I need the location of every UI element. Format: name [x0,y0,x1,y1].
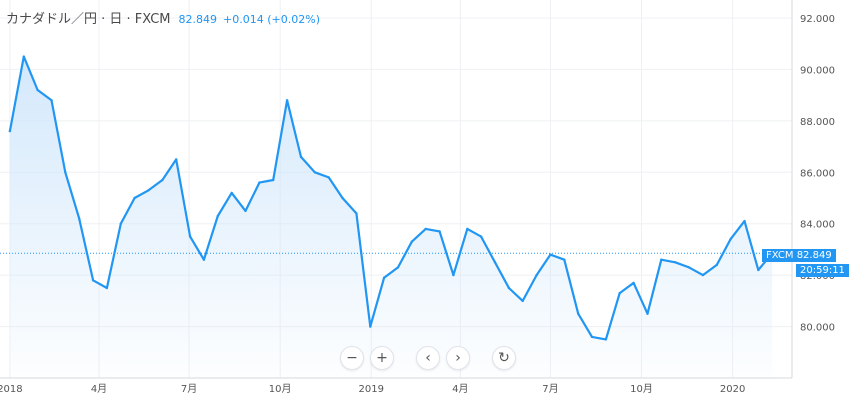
y-tick-label-4: 88.000 [800,117,835,128]
series-point-35 [493,261,497,264]
series-point-52 [729,237,732,241]
series-point-0 [8,129,12,133]
series-point-22 [313,171,316,174]
x-tick-label-2: 7月 [181,383,197,395]
last-value-price: 82.849 [796,250,832,261]
series-point-29 [410,240,413,243]
series-point-23 [327,176,330,179]
y-tick-label-2: 84.000 [800,220,835,231]
series-point-7 [105,286,109,290]
series-area [9,56,773,378]
series-point-12 [175,158,178,161]
series-point-36 [507,286,511,290]
last-price: 82.849 [178,13,218,26]
series-point-25 [355,212,358,215]
series-point-40 [563,258,566,261]
price-change: +0.014 (+0.02%) [223,13,320,26]
series-point-30 [424,227,427,231]
x-tick-label-7: 10月 [630,383,653,395]
series-point-51 [715,263,718,267]
series-point-38 [535,273,538,277]
series-point-4 [64,171,67,174]
series-point-2 [36,88,39,92]
series-point-9 [133,196,136,200]
x-tick-label-4: 2019 [359,384,384,395]
series-point-50 [701,273,705,277]
y-tick-label-3: 86.000 [800,168,835,179]
series-point-45 [632,281,635,285]
zoom-out-button[interactable]: − [340,346,364,370]
series-point-13 [188,235,192,238]
series-point-39 [549,253,552,256]
scroll-right-button[interactable]: › [446,346,470,370]
last-value-label: FXCM 82.849 [762,249,836,262]
y-tick-label-6: 92.000 [800,14,835,25]
series-point-34 [479,235,483,238]
series-point-26 [369,325,372,328]
x-tick-label-5: 4月 [452,383,468,395]
series-point-5 [78,217,81,220]
series-point-8 [119,222,123,225]
series-point-49 [687,266,691,269]
series-point-19 [272,178,275,182]
x-tick-label-6: 7月 [542,383,558,395]
series-point-3 [50,99,53,102]
zoom-toolbar: − + ‹ › ↻ [340,346,516,370]
y-tick-label-5: 90.000 [800,65,835,76]
reset-chart-button[interactable]: ↻ [492,346,516,370]
last-value-source: FXCM [766,250,794,261]
series-point-28 [396,266,400,269]
series-point-32 [452,273,455,277]
x-tick-label-0: 2018 [0,384,23,395]
series-point-10 [147,189,150,192]
series-point-53 [743,219,746,223]
series-point-1 [22,55,25,58]
bar-countdown-label: 20:59:11 [796,264,849,277]
series-point-37 [521,299,524,303]
series-point-27 [382,276,386,279]
symbol-title: カナダドル／円 · 日 · FXCM [6,12,171,27]
series-point-43 [604,338,608,341]
series-point-17 [244,209,247,213]
series-point-48 [674,261,677,264]
scroll-left-button[interactable]: ‹ [416,346,440,370]
series-point-20 [285,99,289,102]
series-point-46 [646,312,649,315]
series-point-21 [299,155,303,159]
series-point-24 [341,196,344,200]
y-tick-label-0: 80.000 [800,323,835,334]
x-tick-label-8: 2020 [720,384,745,395]
series-point-14 [202,258,206,261]
x-tick-label-1: 4月 [91,383,107,395]
series-point-33 [466,227,469,231]
series-point-47 [660,258,663,261]
series-point-15 [216,214,219,218]
series-point-54 [757,268,760,272]
series-point-44 [618,291,621,295]
series-point-11 [161,178,164,182]
x-tick-label-3: 10月 [269,383,292,395]
series-line [8,55,774,341]
chart-header: カナダドル／円 · 日 · FXCM 82.849 +0.014 (+0.02%) [6,8,320,27]
series-point-31 [438,230,441,233]
series-point-16 [230,191,233,195]
series-point-6 [91,279,95,282]
series-point-42 [590,335,594,339]
series-point-41 [577,312,580,315]
zoom-in-button[interactable]: + [370,346,394,370]
series-point-18 [258,181,261,184]
